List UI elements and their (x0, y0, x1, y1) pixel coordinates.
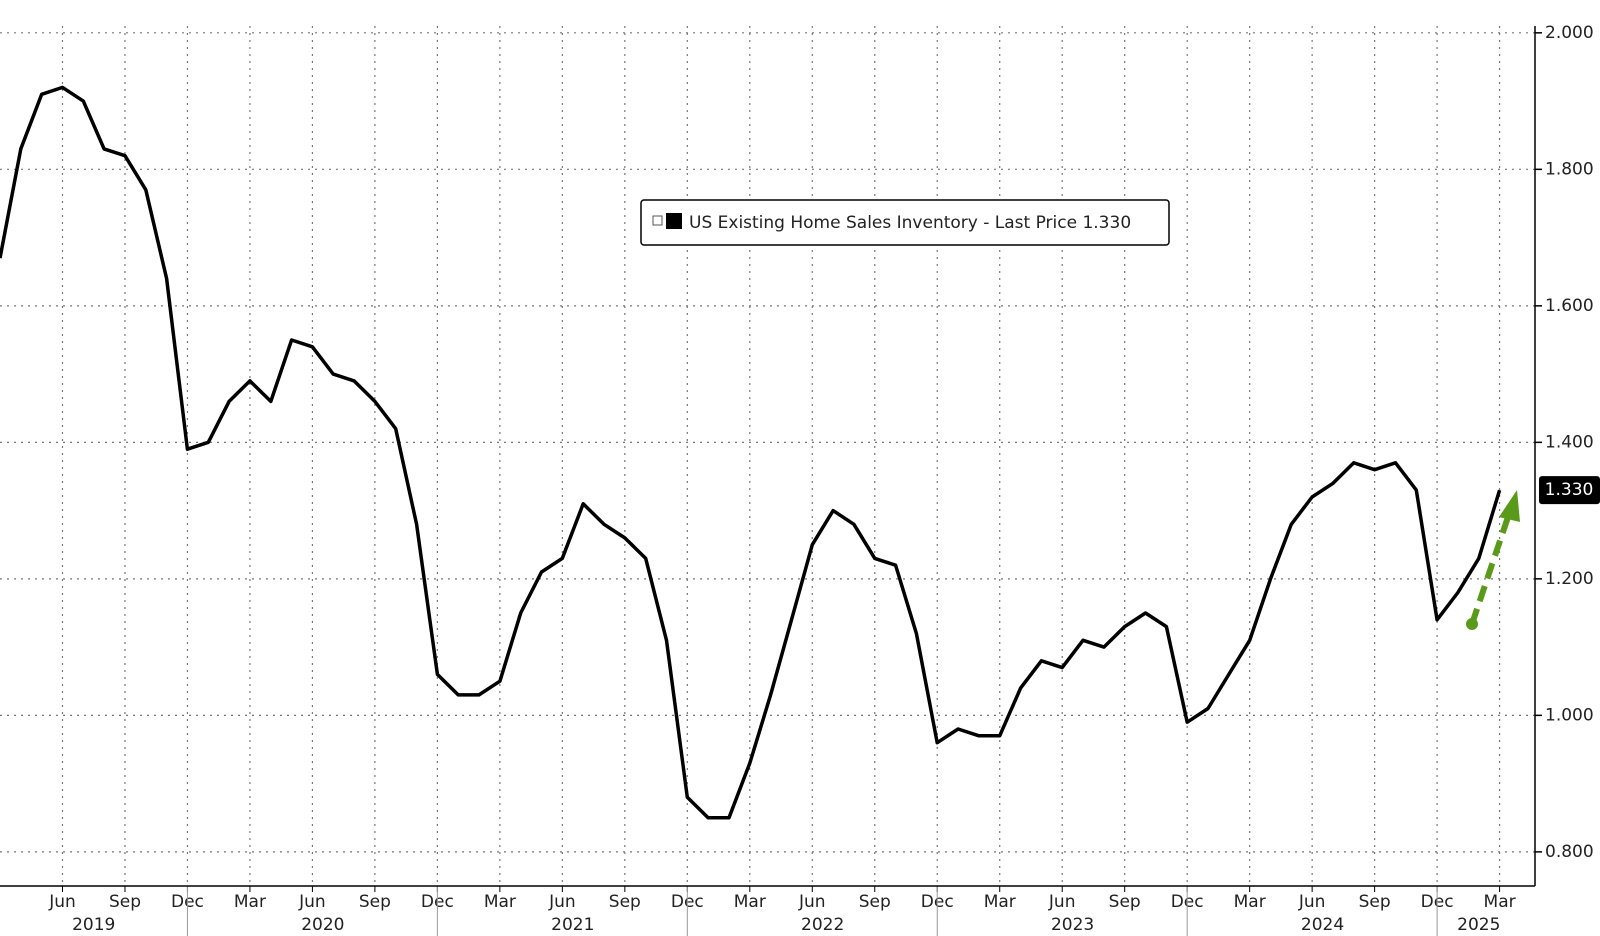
last-value-box (1539, 476, 1600, 505)
x-tick-label: Mar (734, 892, 766, 912)
x-tick-label: Sep (1359, 892, 1391, 912)
year-label: 2024 (1301, 915, 1344, 935)
y-tick-label: 0.800 (1545, 842, 1594, 862)
y-tick-label: 1.800 (1545, 159, 1594, 179)
x-tick-label: Jun (298, 892, 326, 912)
year-label: 2021 (551, 915, 594, 935)
arrow-head (1499, 490, 1520, 522)
year-label: 2020 (301, 915, 344, 935)
series-line (0, 85, 1502, 820)
year-label: 2019 (72, 915, 115, 935)
y-tick-label: 1.000 (1545, 705, 1594, 725)
arrow-shaft (1469, 516, 1511, 625)
arrow-start (1466, 618, 1478, 630)
y-tick-label: 1.200 (1545, 569, 1594, 589)
legend: US Existing Home Sales Inventory - Last … (640, 199, 1170, 246)
year-label: 2022 (801, 915, 844, 935)
x-tick-label: Mar (234, 892, 266, 912)
x-tick-label: Mar (1484, 892, 1516, 912)
x-tick-label: Sep (1109, 892, 1141, 912)
x-tick-label: Sep (609, 892, 641, 912)
x-tick-label: Jun (1298, 892, 1326, 912)
legend-box (640, 199, 1170, 246)
y-tick-label: 1.600 (1545, 296, 1594, 316)
x-tick-label: Mar (1234, 892, 1266, 912)
year-label: 2023 (1051, 915, 1094, 935)
x-tick-label: Mar (484, 892, 516, 912)
trend-arrow (1466, 490, 1520, 630)
legend-label: US Existing Home Sales Inventory - Last … (689, 213, 1131, 233)
x-tick-label: Sep (109, 892, 141, 912)
x-tick-label: Sep (359, 892, 391, 912)
y-tick-label: 1.400 (1545, 432, 1594, 452)
y-tick-label: 2.000 (1545, 23, 1594, 43)
year-label: 2025 (1457, 915, 1500, 935)
legend-swatch (666, 213, 682, 229)
last-value-label: 1.330 (1545, 480, 1594, 500)
x-tick-label: Mar (984, 892, 1016, 912)
x-tick-label: Jun (798, 892, 826, 912)
legend-toggle (652, 215, 663, 226)
x-tick-label: Jun (1048, 892, 1076, 912)
x-tick-label: Jun (548, 892, 576, 912)
x-tick-label: Sep (859, 892, 891, 912)
x-tick-label: Jun (48, 892, 76, 912)
